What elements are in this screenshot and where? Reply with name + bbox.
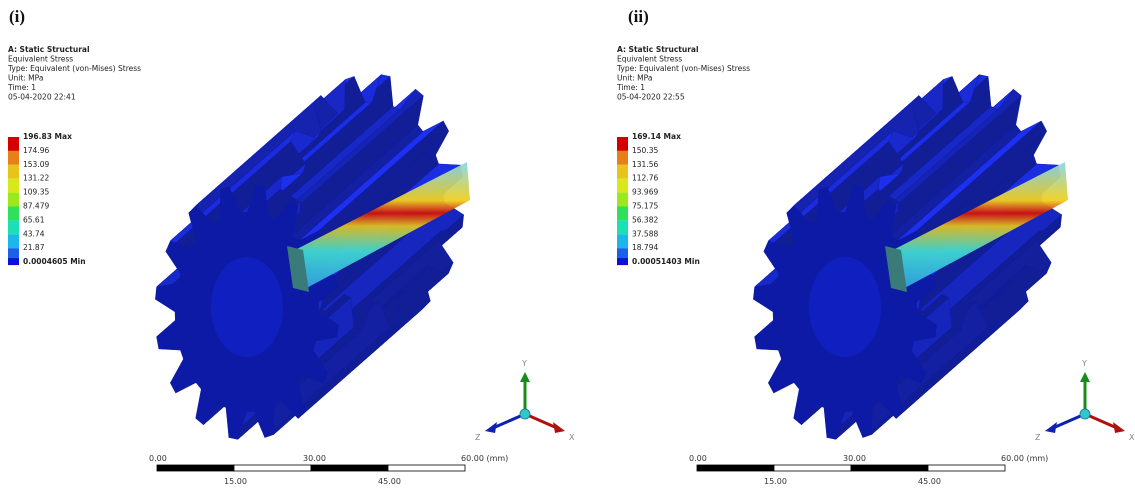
legend-label: 56.382: [632, 215, 658, 224]
info-line: 05-04-2020 22:55: [617, 93, 685, 102]
legend-label: 169.14 Max: [632, 132, 681, 141]
scale-label: 0.00: [149, 454, 167, 463]
info-line: Time: 1: [616, 83, 645, 92]
gear-model: [753, 75, 1068, 440]
scale-label: 60.00 (mm): [461, 454, 508, 463]
axis-label: Z: [475, 433, 481, 442]
legend-swatch: [617, 151, 628, 165]
legend-swatch: [8, 165, 19, 179]
legend-label: 196.83 Max: [23, 132, 72, 141]
info-line: 05-04-2020 22:41: [8, 93, 76, 102]
scale-label: 15.00: [764, 477, 787, 486]
axis-z-head: [485, 422, 497, 433]
axis-triad: Y Z X: [1035, 359, 1135, 442]
legend-swatch: [617, 193, 628, 207]
scale-segment: [311, 465, 388, 471]
legend-swatch: [8, 151, 19, 165]
legend-label: 37.588: [632, 229, 658, 238]
legend-label: 43.74: [23, 229, 45, 238]
legend-label: 112.76: [632, 174, 658, 183]
scale-segment: [928, 465, 1005, 471]
legend-label: 131.56: [632, 160, 658, 169]
axis-triad: Y Z X: [475, 359, 575, 442]
axis-x-head: [553, 422, 565, 433]
legend-label: 109.35: [23, 188, 49, 197]
scale-segment: [774, 465, 851, 471]
legend-label: 150.35: [632, 146, 658, 155]
legend-swatch: [8, 207, 19, 221]
legend-label: 174.96: [23, 146, 49, 155]
info-line: Equivalent Stress: [617, 55, 682, 64]
info-line: Type: Equivalent (von-Mises) Stress: [616, 64, 750, 73]
legend-label: 87.479: [23, 202, 49, 211]
legend-label: 65.61: [23, 215, 45, 224]
panel-label: (ii): [628, 7, 649, 26]
info-line: Time: 1: [7, 83, 36, 92]
scale-label: 45.00: [918, 477, 941, 486]
gear-bore: [211, 257, 283, 357]
legend-label: 0.00051403 Min: [632, 257, 700, 266]
legend-swatch: [617, 165, 628, 179]
axis-y-head: [1080, 372, 1090, 382]
legend-swatch: [8, 137, 19, 151]
scale-segment: [157, 465, 234, 471]
axis-label: X: [569, 433, 575, 442]
legend-label: 21.87: [23, 243, 45, 252]
info-line: Unit: MPa: [617, 74, 652, 83]
gear-bore: [809, 257, 881, 357]
scale-segment: [697, 465, 774, 471]
legend-label: 18.794: [632, 243, 658, 252]
axis-z-head: [1045, 422, 1057, 433]
legend-swatch: [8, 193, 19, 207]
legend-label: 153.09: [23, 160, 49, 169]
axis-origin: [1080, 409, 1090, 419]
legend-swatch: [8, 220, 19, 234]
scale-bar: 0.00 30.00 60.00 (mm) 15.00 45.00: [689, 454, 1048, 486]
legend-label: 93.969: [632, 188, 658, 197]
scale-label: 15.00: [224, 477, 247, 486]
axis-x-head: [1113, 422, 1125, 433]
scale-label: 0.00: [689, 454, 707, 463]
axis-y-head: [520, 372, 530, 382]
legend-swatch: [617, 258, 628, 265]
legend-swatch: [617, 234, 628, 248]
scale-label: 60.00 (mm): [1001, 454, 1048, 463]
scale-segment: [851, 465, 928, 471]
gear-model: [155, 75, 470, 440]
screenshot: (i)A: Static StructuralEquivalent Stress…: [0, 0, 1135, 489]
scale-segment: [234, 465, 311, 471]
scale-segment: [388, 465, 465, 471]
legend-swatch: [8, 179, 19, 193]
legend-swatch: [8, 234, 19, 248]
scale-label: 30.00: [303, 454, 326, 463]
panel-label: (i): [9, 7, 25, 26]
info-line: Equivalent Stress: [8, 55, 73, 64]
axis-label: X: [1129, 433, 1135, 442]
axis-label: Y: [521, 359, 527, 368]
info-line: A: Static Structural: [617, 45, 699, 54]
info-line: Type: Equivalent (von-Mises) Stress: [7, 64, 141, 73]
scale-bar: 0.00 30.00 60.00 (mm) 15.00 45.00: [149, 454, 508, 486]
legend-swatch: [617, 137, 628, 151]
legend-swatch: [617, 207, 628, 221]
info-line: A: Static Structural: [8, 45, 90, 54]
legend-swatch: [8, 258, 19, 265]
legend-swatch: [617, 179, 628, 193]
legend-label: 0.0004605 Min: [23, 257, 86, 266]
legend-label: 75.175: [632, 202, 658, 211]
scale-label: 45.00: [378, 477, 401, 486]
info-line: Unit: MPa: [8, 74, 43, 83]
axis-label: Z: [1035, 433, 1041, 442]
legend-label: 131.22: [23, 174, 49, 183]
scale-label: 30.00: [843, 454, 866, 463]
legend-swatch: [617, 220, 628, 234]
axis-origin: [520, 409, 530, 419]
axis-label: Y: [1081, 359, 1087, 368]
